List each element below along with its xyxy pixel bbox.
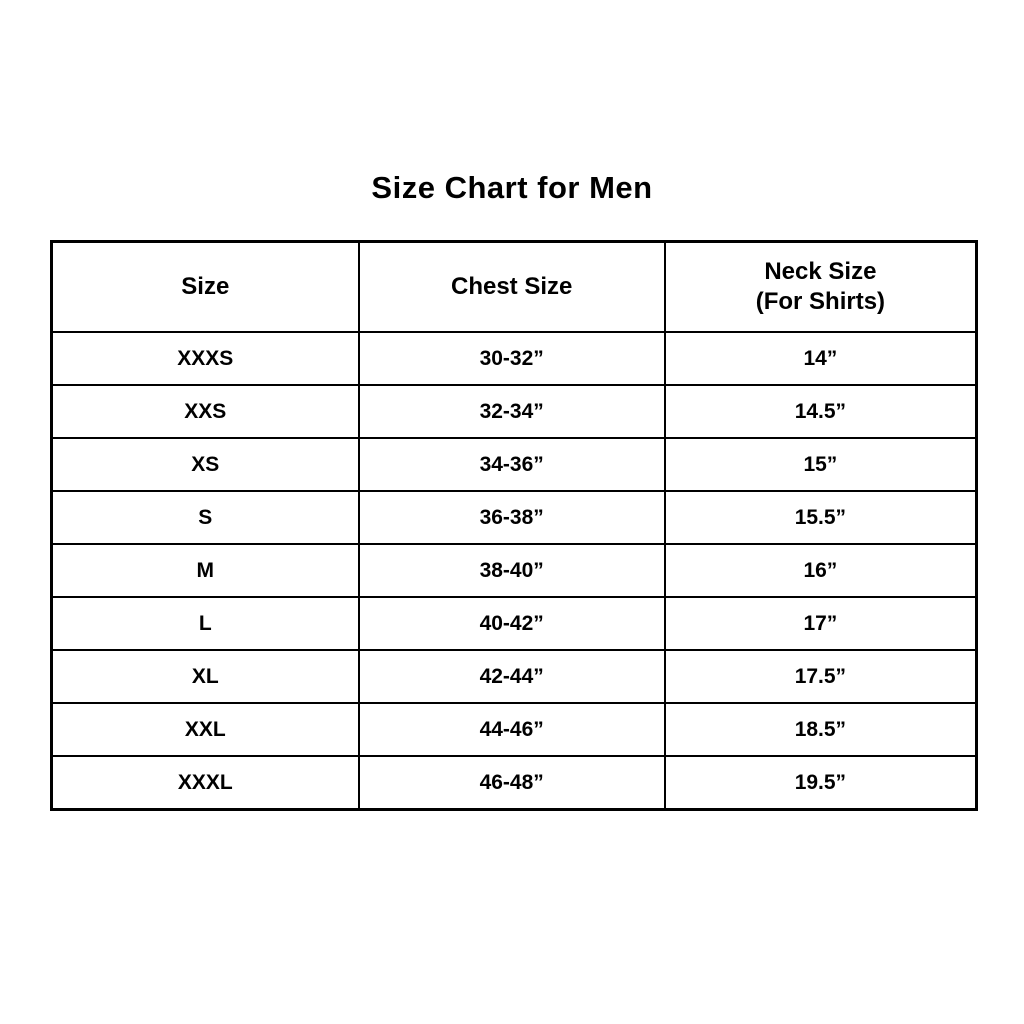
- cell-size: M: [50, 543, 360, 598]
- table-row: S 36-38” 15.5”: [50, 490, 978, 545]
- header-neck-size-line1: Neck Size: [764, 258, 877, 285]
- cell-neck: 19.5”: [663, 755, 978, 811]
- cell-chest: 40-42”: [357, 596, 666, 651]
- cell-size: XXL: [50, 702, 360, 757]
- table-row: XL 42-44” 17.5”: [50, 649, 978, 704]
- table-row: XXS 32-34” 14.5”: [50, 384, 978, 439]
- cell-size: XXXL: [50, 755, 360, 811]
- cell-chest: 46-48”: [357, 755, 666, 811]
- table-row: XXXS 30-32” 14”: [50, 331, 978, 386]
- cell-chest: 30-32”: [357, 331, 666, 386]
- cell-size: XXS: [50, 384, 360, 439]
- cell-size: S: [50, 490, 360, 545]
- header-neck-size-line2: (For Shirts): [755, 288, 886, 315]
- page-title: Size Chart for Men: [371, 170, 653, 205]
- cell-neck: 16”: [663, 543, 978, 598]
- cell-chest: 36-38”: [357, 490, 666, 545]
- table-row: XS 34-36” 15”: [50, 437, 978, 492]
- cell-size: XL: [50, 649, 360, 704]
- cell-chest: 42-44”: [357, 649, 666, 704]
- table-row: M 38-40” 16”: [50, 543, 978, 598]
- cell-size: XXXS: [50, 331, 360, 386]
- size-chart-table: Size Chest Size Neck Size (For Shirts) X…: [50, 240, 978, 811]
- cell-chest: 38-40”: [357, 543, 666, 598]
- header-chest-size: Chest Size: [357, 240, 666, 333]
- cell-neck: 14”: [663, 331, 978, 386]
- table-row: XXXL 46-48” 19.5”: [50, 755, 978, 811]
- cell-neck: 17”: [663, 596, 978, 651]
- cell-size: L: [50, 596, 360, 651]
- header-row: Size Chest Size Neck Size (For Shirts): [50, 240, 978, 333]
- cell-neck: 15”: [663, 437, 978, 492]
- header-size: Size: [50, 240, 360, 333]
- cell-neck: 15.5”: [663, 490, 978, 545]
- table-row: XXL 44-46” 18.5”: [50, 702, 978, 757]
- cell-neck: 17.5”: [663, 649, 978, 704]
- cell-neck: 14.5”: [663, 384, 978, 439]
- table-header: Size Chest Size Neck Size (For Shirts): [50, 240, 978, 333]
- cell-size: XS: [50, 437, 360, 492]
- cell-neck: 18.5”: [663, 702, 978, 757]
- table-body: XXXS 30-32” 14” XXS 32-34” 14.5” XS 34-3…: [50, 331, 978, 811]
- header-neck-size: Neck Size (For Shirts): [663, 240, 978, 333]
- table-row: L 40-42” 17”: [50, 596, 978, 651]
- cell-chest: 34-36”: [357, 437, 666, 492]
- cell-chest: 32-34”: [357, 384, 666, 439]
- cell-chest: 44-46”: [357, 702, 666, 757]
